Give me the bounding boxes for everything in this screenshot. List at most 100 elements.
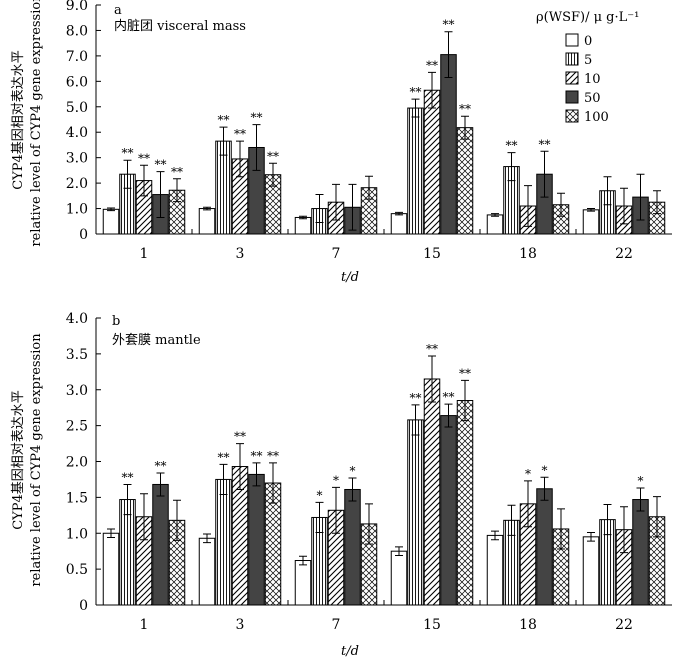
error-bar [269,462,277,504]
panel-b-ylabel-cn: CYP4基因相对表达水平 [11,390,26,530]
significance-mark: ** [443,18,455,32]
significance-mark: ** [459,366,471,380]
x-tick-label: 1 [140,246,149,262]
bar [423,89,441,235]
panel-a-ylabel-en: relative level of CYP4 gene expression [29,0,44,247]
panel-b-letter: b [112,314,120,329]
bar [119,499,136,606]
significance-mark: ** [251,111,263,125]
significance-mark: ** [171,165,183,179]
error-bar [140,164,148,197]
error-bar [395,211,403,216]
error-bar [219,463,228,496]
error-bar [653,496,661,538]
y-tick-label: 7.0 [66,49,88,65]
error-bar [587,532,595,542]
error-bar [107,207,115,212]
bar [198,537,216,606]
significance-mark: * [317,488,323,502]
bar [407,419,424,606]
legend-title: ρ(WSF)/ μ g·L⁻¹ [536,10,639,25]
y-tick-label: 2.5 [66,419,88,435]
error-bar [299,555,307,566]
y-tick-label: 1.5 [66,490,88,506]
error-bar [236,443,244,490]
error-bar [507,504,516,536]
bar [102,532,120,606]
error-bar [332,486,340,534]
error-bar [156,171,165,218]
error-bar [140,493,148,541]
error-bar [587,208,595,212]
error-bar [461,379,469,422]
x-tick-label: 1 [140,617,149,633]
error-bar [444,31,453,79]
y-tick-label: 8.0 [66,23,88,39]
significance-mark: ** [426,58,438,72]
significance-mark: ** [267,149,279,163]
error-bar [156,472,165,497]
bar [344,488,361,606]
legend-items: 0 5 10 50 100 [565,33,609,125]
error-bar [173,499,181,541]
bar [423,378,441,606]
bar [440,54,457,235]
error-bar [348,477,357,502]
bar [582,209,600,235]
error-bar [603,504,612,536]
bar [294,560,312,606]
x-tick-label: 18 [519,246,537,262]
y-tick-label: 4.0 [66,125,88,141]
error-bar [461,115,469,140]
legend-label: 50 [584,91,601,106]
error-bar [269,162,277,187]
error-bar [365,175,373,200]
error-bar [365,503,373,545]
y-tick-label: 0.5 [66,562,88,578]
error-bar [411,98,420,118]
y-tick-label: 9.0 [66,0,88,14]
panel-a-title: 内脏团 visceral mass [114,18,246,34]
x-tick-label: 3 [236,617,245,633]
y-tick-label: 4.0 [66,311,88,327]
x-tick-label: 7 [332,246,341,262]
y-tick-label: 0 [79,227,88,243]
y-tick-label: 1.0 [66,202,88,218]
bar [390,550,408,606]
error-bar [540,150,549,198]
panel-b-xlabel: t/d [341,644,359,659]
significance-mark: ** [443,390,455,404]
x-tick-label: 3 [236,246,245,262]
error-bar [299,215,307,220]
significance-mark: * [542,463,548,477]
y-tick-label: 3.0 [66,383,88,399]
significance-mark: * [638,474,644,488]
error-bar [524,480,532,528]
significance-mark: ** [122,146,134,160]
significance-mark: ** [539,137,551,151]
panel-b-ylabel-en: relative level of CYP4 gene expression [29,333,44,587]
error-bar [491,213,499,217]
bar [456,400,474,606]
panel-b-plot: 00.51.01.52.02.53.03.54.01****3****** **7… [66,311,672,633]
bar [390,213,408,235]
bar [582,536,600,606]
panel-a-chart: CYP4基因相对表达水平 relative level of CYP4 gene… [11,0,672,285]
significance-mark: ** [251,449,263,463]
panel-a-plot: 0 1.0 2.0 3.0 4.0 5.0 6.0 7.0 8.0 9.0 1 ** ** ** ** 3 **… [66,0,672,262]
significance-mark: ** [267,449,279,463]
x-tick-label: 22 [615,617,633,633]
bar [486,214,504,235]
bar [486,534,504,606]
significance-mark: ** [218,113,230,127]
error-bar [557,508,565,550]
significance-mark: ** [410,85,422,99]
significance-mark: ** [426,342,438,356]
x-tick-label: 15 [423,246,441,262]
y-tick-label: 6.0 [66,74,88,90]
panel-a-xlabel: t/d [341,270,359,285]
bar [248,473,265,606]
error-bar [444,403,453,428]
error-bar [252,462,261,487]
